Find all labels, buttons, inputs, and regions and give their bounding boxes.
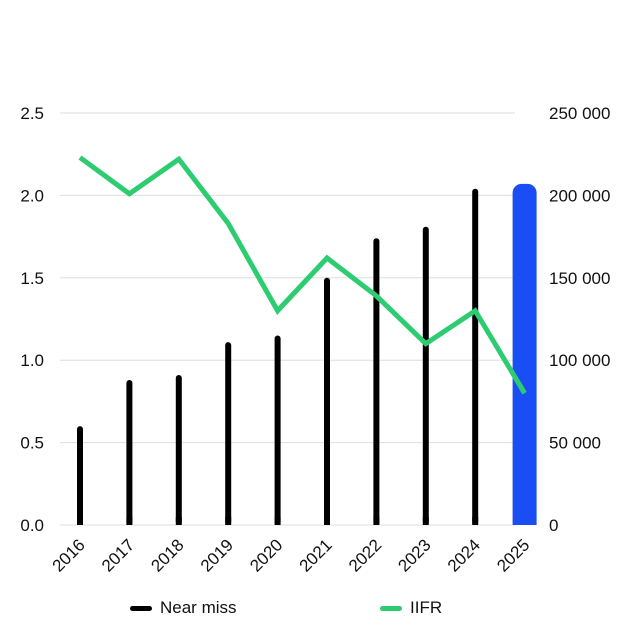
bar-base (512, 517, 537, 525)
right-axis-ticks: 0 50 000 100 000 150 000 200 000 250 000 (549, 104, 610, 535)
left-tick-label: 2.5 (20, 104, 44, 123)
x-tick-label: 2022 (345, 535, 385, 575)
chart: 0.0 0.5 1.0 1.5 2.0 2.5 0 50 000 100 000 150 000… (20, 104, 610, 576)
line-iifr (78, 155, 527, 395)
bar (472, 188, 479, 526)
right-tick-label: 0 (549, 516, 558, 535)
x-tick-label: 2024 (444, 535, 484, 575)
left-tick-label: 0.0 (20, 516, 44, 535)
bar-base (274, 517, 281, 525)
right-tick-label: 100 000 (549, 351, 610, 370)
bar-base (175, 517, 182, 525)
bar-base (77, 517, 83, 525)
x-tick-label: 2018 (147, 535, 187, 575)
left-tick-label: 0.5 (20, 434, 44, 453)
bar-base (225, 517, 232, 525)
right-tick-label: 200 000 (549, 186, 610, 205)
series-line-iifr (78, 155, 527, 395)
x-tick-label: 2017 (98, 535, 138, 575)
bar (422, 226, 429, 525)
bar (274, 335, 281, 525)
x-tick-label: 2021 (296, 535, 336, 575)
legend-swatch-iifr (380, 605, 402, 611)
x-tick-label: 2020 (246, 535, 286, 575)
right-tick-label: 150 000 (549, 269, 610, 288)
right-tick-label: 250 000 (549, 104, 610, 123)
legend-label-near-miss: Near miss (160, 598, 237, 617)
bar (175, 375, 182, 525)
left-tick-label: 2.0 (20, 186, 44, 205)
bar (373, 238, 380, 526)
bar-base (472, 517, 479, 525)
legend: Near miss IIFR (0, 598, 640, 626)
x-tick-label: 2025 (493, 535, 533, 575)
bars-near-miss (77, 183, 537, 526)
bar-highlight (512, 183, 537, 525)
x-tick-label: 2023 (394, 535, 434, 575)
bar-base (324, 517, 330, 525)
left-tick-label: 1.5 (20, 269, 44, 288)
x-tick-label: 2016 (49, 535, 89, 575)
legend-item-iifr: IIFR (380, 598, 442, 618)
legend-item-near-miss: Near miss (130, 598, 237, 618)
bar-base (422, 517, 429, 525)
bar (126, 379, 133, 525)
left-axis-ticks: 0.0 0.5 1.0 1.5 2.0 2.5 (20, 104, 44, 535)
legend-swatch-near-miss (130, 605, 152, 611)
gridlines (60, 112, 515, 526)
x-axis-ticks: 2016 2017 2018 2019 2020 2021 2022 2023 2024 2025 (49, 535, 534, 575)
x-tick-label: 2019 (197, 535, 237, 575)
bar (77, 426, 83, 525)
left-tick-label: 1.0 (20, 351, 44, 370)
bar-base (373, 517, 380, 525)
bar-base (126, 517, 133, 525)
bar (324, 277, 330, 525)
right-tick-label: 50 000 (549, 434, 601, 453)
legend-label-iifr: IIFR (410, 598, 443, 617)
bar (225, 342, 232, 525)
